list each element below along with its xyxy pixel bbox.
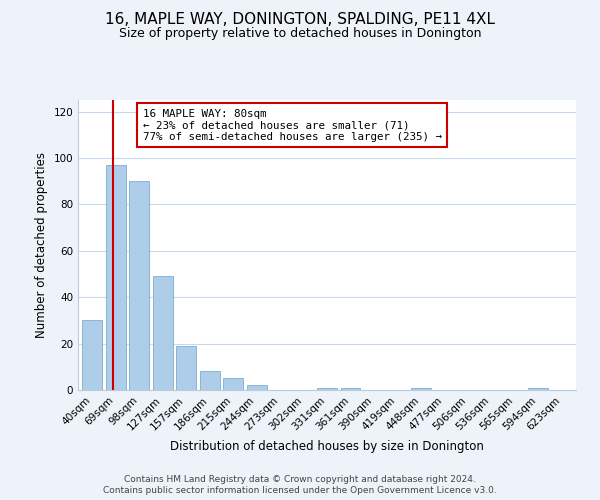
Bar — [152, 276, 173, 390]
Bar — [82, 320, 102, 390]
Text: Contains HM Land Registry data © Crown copyright and database right 2024.: Contains HM Land Registry data © Crown c… — [124, 475, 476, 484]
Bar — [129, 181, 149, 390]
Bar — [411, 388, 431, 390]
Bar — [529, 388, 548, 390]
Bar — [341, 388, 361, 390]
Bar — [106, 165, 125, 390]
Text: 16, MAPLE WAY, DONINGTON, SPALDING, PE11 4XL: 16, MAPLE WAY, DONINGTON, SPALDING, PE11… — [105, 12, 495, 28]
Bar — [176, 346, 196, 390]
Bar — [317, 388, 337, 390]
Bar — [247, 386, 266, 390]
Bar — [200, 372, 220, 390]
Y-axis label: Number of detached properties: Number of detached properties — [35, 152, 48, 338]
X-axis label: Distribution of detached houses by size in Donington: Distribution of detached houses by size … — [170, 440, 484, 453]
Text: Size of property relative to detached houses in Donington: Size of property relative to detached ho… — [119, 28, 481, 40]
Text: 16 MAPLE WAY: 80sqm
← 23% of detached houses are smaller (71)
77% of semi-detach: 16 MAPLE WAY: 80sqm ← 23% of detached ho… — [143, 108, 442, 142]
Bar — [223, 378, 243, 390]
Text: Contains public sector information licensed under the Open Government Licence v3: Contains public sector information licen… — [103, 486, 497, 495]
